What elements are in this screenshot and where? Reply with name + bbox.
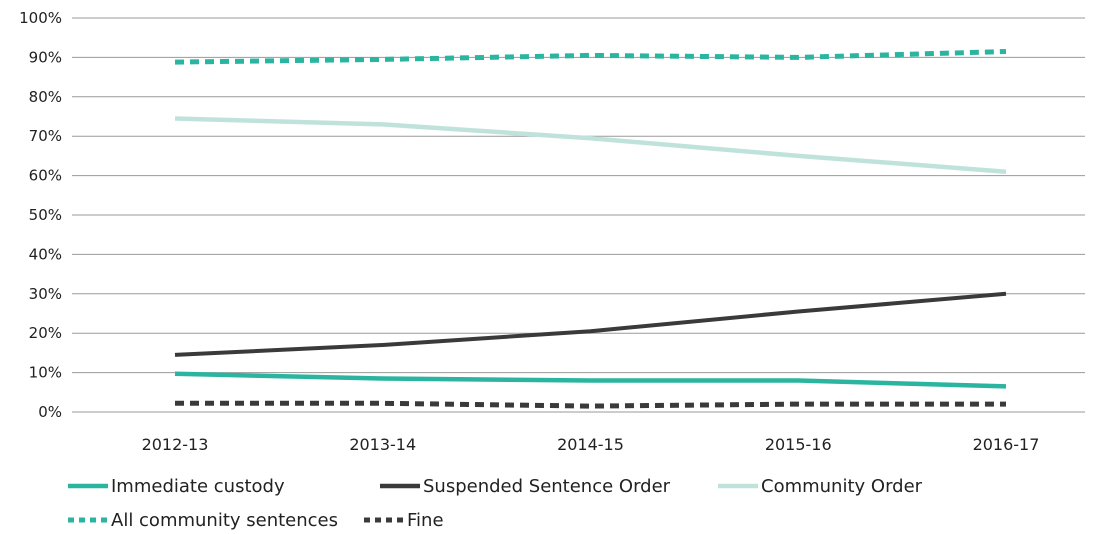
y-tick-label: 60% <box>29 167 62 185</box>
y-tick-label: 40% <box>29 245 62 263</box>
y-tick-label: 50% <box>29 206 62 224</box>
legend-label: Community Order <box>761 476 923 497</box>
legend-item: Suspended Sentence Order <box>380 476 671 497</box>
x-axis-ticks: 2012-13 2013-14 2014-15 2015-16 2016-17 <box>142 435 1040 454</box>
y-tick-label: 90% <box>29 48 62 66</box>
x-tick-label: 2016-17 <box>973 435 1040 454</box>
y-tick-label: 0% <box>38 403 62 421</box>
y-tick-label: 10% <box>29 364 62 382</box>
legend-label: Fine <box>407 510 444 530</box>
y-tick-label: 20% <box>29 324 62 342</box>
series-line-immediate-custody <box>174 371 1007 389</box>
legend-label: All community sentences <box>111 510 338 530</box>
series-line-suspended-sentence-order <box>174 291 1007 357</box>
y-tick-label: 30% <box>29 285 62 303</box>
x-tick-label: 2015-16 <box>765 435 832 454</box>
legend-item: Community Order <box>718 476 923 497</box>
legend-item: Fine <box>364 510 444 531</box>
y-tick-label: 100% <box>19 9 62 27</box>
legend-label: Immediate custody <box>111 476 285 497</box>
x-tick-label: 2012-13 <box>142 435 209 454</box>
legend-label: Suspended Sentence Order <box>423 476 671 497</box>
x-tick-label: 2014-15 <box>557 435 624 454</box>
y-tick-label: 70% <box>29 127 62 145</box>
legend: Immediate custody Suspended Sentence Orde… <box>68 476 923 531</box>
y-tick-label: 80% <box>29 88 62 106</box>
series-line-all-community-sentences <box>174 49 1007 65</box>
series-lines <box>174 49 1007 409</box>
gridlines <box>72 17 1085 413</box>
series-line-community-order <box>174 116 1007 174</box>
series-line-fine <box>175 400 1006 409</box>
y-axis-ticks: 0% 10% 20% 30% 40% 50% 60% 70% 80% 90% 100% <box>19 9 62 421</box>
legend-item: Immediate custody <box>68 476 285 497</box>
legend-item: All community sentences <box>68 510 338 531</box>
x-tick-label: 2013-14 <box>349 435 416 454</box>
